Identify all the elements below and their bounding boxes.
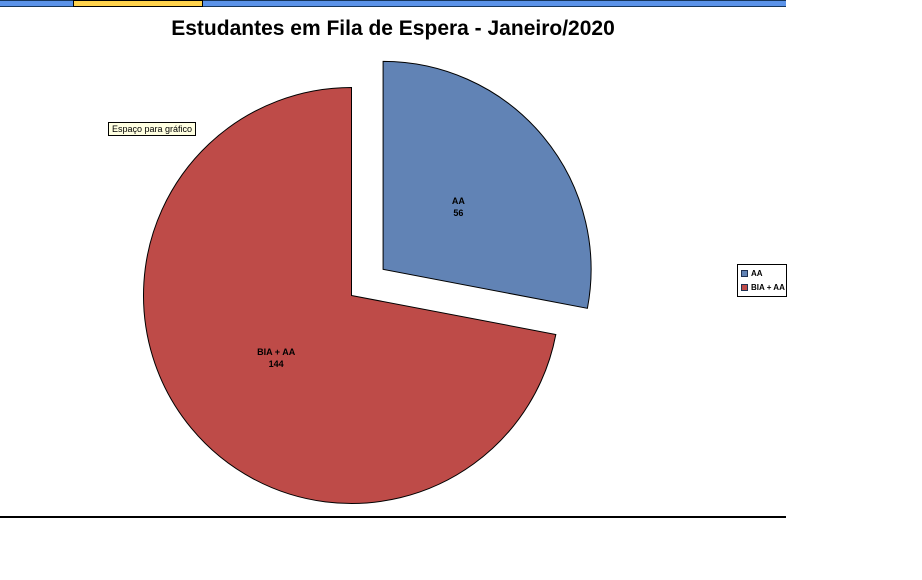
top-window-strip: [0, 0, 786, 7]
legend-label-aa: AA: [751, 269, 763, 279]
pie-slice-bia-aa[interactable]: [143, 86, 557, 504]
chart-legend[interactable]: AA BIA + AA: [737, 264, 787, 297]
slice-data-label: 56: [453, 208, 463, 218]
chart-title: Estudantes em Fila de Espera - Janeiro/2…: [171, 17, 615, 40]
strip-segment-blue-left: [0, 0, 73, 7]
bottom-border-line: [0, 516, 786, 518]
legend-item-aa[interactable]: AA: [741, 269, 783, 278]
legend-swatch-bia-aa: [741, 283, 748, 291]
strip-segment-blue-right: [203, 0, 786, 7]
legend-label-bia-aa: BIA + AA: [751, 282, 785, 292]
placeholder-label: Espaço para gráfico: [108, 122, 197, 136]
strip-segment-yellow-tab[interactable]: [73, 0, 203, 7]
legend-swatch-aa: [741, 270, 748, 278]
slice-data-label: 144: [269, 359, 284, 369]
slice-data-label: AA: [452, 196, 465, 206]
legend-item-bia-aa[interactable]: BIA + AA: [741, 282, 785, 292]
pie-slice-aa[interactable]: [382, 60, 592, 309]
slice-data-label: BIA + AA: [257, 347, 296, 357]
